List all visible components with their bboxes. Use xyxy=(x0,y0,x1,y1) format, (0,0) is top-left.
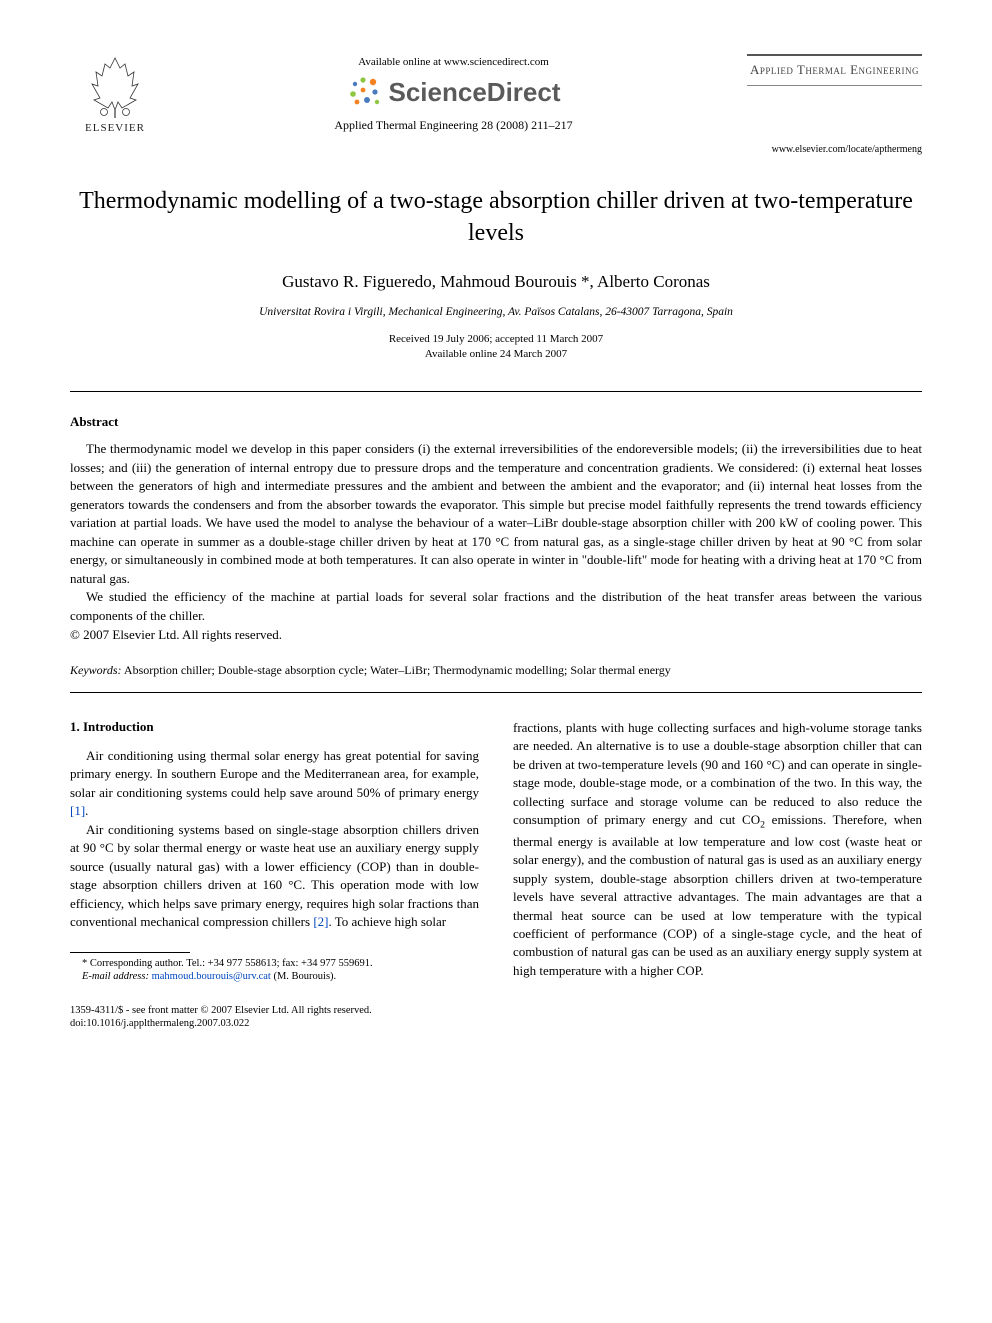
received-date: Received 19 July 2006; accepted 11 March… xyxy=(70,332,922,347)
ref-2-link[interactable]: [2] xyxy=(313,914,328,929)
ref-1-link[interactable]: [1] xyxy=(70,803,85,818)
email-name: (M. Bourouis). xyxy=(273,971,336,982)
article-title: Thermodynamic modelling of a two-stage a… xyxy=(70,185,922,250)
footer: 1359-4311/$ - see front matter © 2007 El… xyxy=(70,1004,922,1031)
article-dates: Received 19 July 2006; accepted 11 March… xyxy=(70,332,922,362)
intro-p1: Air conditioning using thermal solar ene… xyxy=(70,747,479,821)
online-date: Available online 24 March 2007 xyxy=(70,347,922,362)
email-label: E-mail address: xyxy=(82,971,149,982)
journal-name-text: Applied Thermal Engineering xyxy=(747,54,922,86)
page: ELSEVIER Available online at www.science… xyxy=(0,0,992,1071)
center-header: Available online at www.sciencedirect.co… xyxy=(160,50,747,133)
sciencedirect-logo: ScienceDirect xyxy=(160,74,747,110)
journal-name-block: Applied Thermal Engineering xyxy=(747,50,922,86)
publisher-logo-block: ELSEVIER xyxy=(70,50,160,134)
column-top-spacer xyxy=(513,693,922,719)
elsevier-label: ELSEVIER xyxy=(85,122,145,134)
sciencedirect-text: ScienceDirect xyxy=(389,77,561,108)
corresponding-author-note: * Corresponding author. Tel.: +34 977 55… xyxy=(70,957,479,971)
header-row: ELSEVIER Available online at www.science… xyxy=(70,50,922,134)
author-list: Gustavo R. Figueredo, Mahmoud Bourouis *… xyxy=(70,272,922,292)
keywords-label: Keywords: xyxy=(70,663,122,677)
abstract-copyright: © 2007 Elsevier Ltd. All rights reserved… xyxy=(70,627,922,643)
affiliation: Universitat Rovira i Virgili, Mechanical… xyxy=(70,306,922,318)
sciencedirect-dots-icon xyxy=(347,74,383,110)
section-1-heading: 1. Introduction xyxy=(70,719,479,735)
abstract-p1: The thermodynamic model we develop in th… xyxy=(70,440,922,588)
abstract-body: The thermodynamic model we develop in th… xyxy=(70,440,922,625)
abstract-heading: Abstract xyxy=(70,414,922,430)
intro-p2: Air conditioning systems based on single… xyxy=(70,821,479,932)
right-column: fractions, plants with huge collecting s… xyxy=(513,693,922,982)
journal-url[interactable]: www.elsevier.com/locate/apthermeng xyxy=(70,144,922,155)
author-email-link[interactable]: mahmoud.bourouis@urv.cat xyxy=(149,971,273,982)
available-online-text: Available online at www.sciencedirect.co… xyxy=(160,56,747,68)
footer-doi: doi:10.1016/j.applthermaleng.2007.03.022 xyxy=(70,1017,922,1031)
journal-volume-text: Applied Thermal Engineering 28 (2008) 21… xyxy=(160,118,747,133)
keywords-line: Keywords: Absorption chiller; Double-sta… xyxy=(70,663,922,678)
intro-p2-cont: fractions, plants with huge collecting s… xyxy=(513,719,922,980)
left-column: 1. Introduction Air conditioning using t… xyxy=(70,693,479,982)
footnote-divider xyxy=(70,952,190,953)
keywords-text: Absorption chiller; Double-stage absorpt… xyxy=(122,663,671,677)
footer-line1: 1359-4311/$ - see front matter © 2007 El… xyxy=(70,1004,922,1018)
abstract-p2: We studied the efficiency of the machine… xyxy=(70,588,922,625)
divider-top xyxy=(70,391,922,392)
elsevier-tree-icon xyxy=(80,50,150,120)
email-line: E-mail address: mahmoud.bourouis@urv.cat… xyxy=(70,971,479,982)
body-columns: 1. Introduction Air conditioning using t… xyxy=(70,693,922,982)
